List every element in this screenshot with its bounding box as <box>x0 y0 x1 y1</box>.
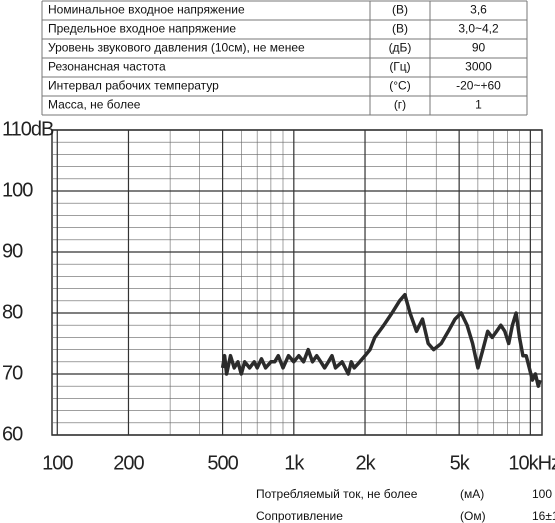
param-unit: (мА) <box>460 487 484 501</box>
param-unit: (°С) <box>389 79 410 93</box>
param-unit: (г) <box>394 98 406 112</box>
param-name: Потребляемый ток, не более <box>256 487 418 501</box>
x-tick-label: 500 <box>207 452 238 474</box>
plot-area <box>51 129 543 436</box>
param-name: Резонансная частота <box>48 60 166 74</box>
x-tick-label: 2k <box>355 452 376 474</box>
param-unit: (дБ) <box>389 41 412 55</box>
param-unit: (Гц) <box>389 60 410 74</box>
x-tick-label: 100 <box>42 452 73 474</box>
param-name: Предельное входное напряжение <box>48 22 236 36</box>
param-unit: (В) <box>392 3 408 17</box>
y-tick-label: 110dB <box>2 118 54 140</box>
param-value: 90 <box>472 41 486 55</box>
y-tick-label: 70 <box>2 362 23 384</box>
x-tick-label: 1k <box>284 452 305 474</box>
x-tick-label: 200 <box>113 452 144 474</box>
y-tick-label: 90 <box>2 240 23 262</box>
param-name: Уровень звукового давления (10см), не ме… <box>48 41 305 55</box>
param-name: Сопротивление <box>256 509 343 523</box>
param-unit: (Ом) <box>460 509 486 523</box>
y-tick-label: 60 <box>2 423 23 445</box>
param-name: Интервал рабочих температур <box>48 79 219 93</box>
param-name: Номинальное входное напряжение <box>48 3 245 17</box>
y-tick-label: 100 <box>2 179 33 201</box>
param-value: 3,0~4,2 <box>458 22 499 36</box>
x-tick-label: 10kHz <box>508 452 555 474</box>
param-value: 1 <box>475 98 482 112</box>
response-curve <box>220 292 542 388</box>
y-tick-label: 80 <box>2 301 23 323</box>
param-name: Масса, не более <box>48 98 141 112</box>
param-value: 16±1 <box>532 509 555 523</box>
x-tick-label: 5k <box>450 452 471 474</box>
param-unit: (В) <box>392 22 408 36</box>
param-value: 3,6 <box>470 3 487 17</box>
param-value: 100 <box>532 487 552 501</box>
param-value: -20~+60 <box>456 79 501 93</box>
param-value: 3000 <box>465 60 492 74</box>
